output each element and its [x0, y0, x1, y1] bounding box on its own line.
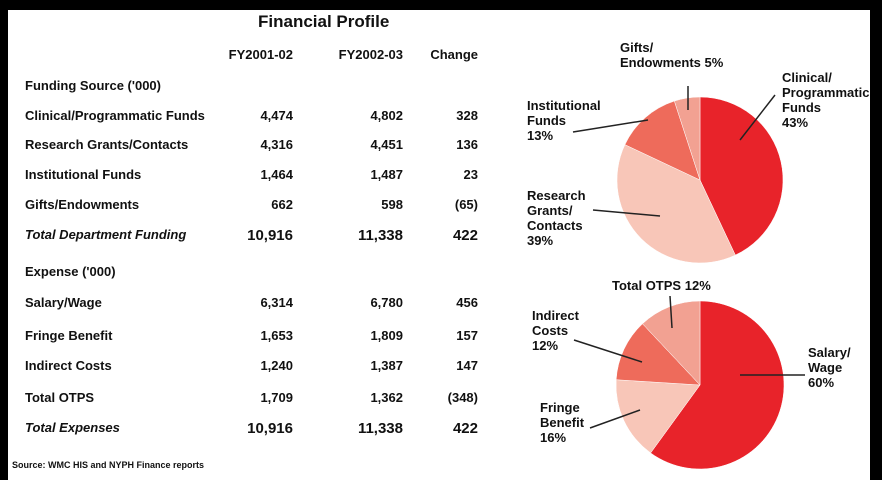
panel: Financial Profile FY2001-02 FY2002-03 Chang…: [8, 10, 870, 480]
cell: 6,780: [370, 295, 403, 310]
row-label: Indirect Costs: [25, 358, 112, 373]
cell: (348): [447, 390, 478, 405]
pie-slice: [615, 323, 701, 386]
slice-percent: 60%: [808, 375, 835, 390]
slice-name: Gifts/ Endowments: [620, 40, 701, 70]
cell: 4,316: [260, 137, 293, 152]
cell: 4,451: [370, 137, 403, 152]
pie-charts: [572, 86, 805, 470]
slice-name: Fringe Benefit: [540, 400, 585, 430]
slice-name: Clinical/ Programmatic Funds: [782, 70, 870, 115]
cell: 1,362: [370, 390, 403, 405]
row-label: Fringe Benefit: [25, 328, 113, 343]
pie-slice: [650, 300, 785, 470]
pie-slice: [642, 300, 701, 386]
slice-percent: 12%: [532, 338, 559, 353]
cell: 328: [456, 108, 478, 123]
row-label: Salary/Wage: [25, 295, 102, 310]
cell: 10,916: [247, 420, 293, 437]
leader-line: [572, 119, 649, 133]
row-label: Total OTPS: [25, 390, 95, 405]
slice-percent: 13%: [527, 128, 554, 143]
row-label: Gifts/Endowments: [25, 197, 140, 212]
cell: 6,314: [260, 295, 293, 310]
pie-slice: [674, 96, 701, 181]
row-label: Institutional Funds: [25, 167, 142, 182]
cell: 422: [452, 227, 478, 244]
cell: 1,653: [260, 328, 293, 343]
title: Financial Profile: [258, 12, 390, 31]
cell: (65): [454, 197, 478, 212]
cell: 4,802: [370, 108, 403, 123]
cell: 157: [456, 328, 478, 343]
section-heading: Expense ('000): [25, 264, 116, 279]
slice-name: Total OTPS: [612, 278, 682, 293]
slice-percent: 5%: [704, 55, 724, 70]
cell: 1,709: [260, 390, 293, 405]
cell: 1,240: [260, 358, 293, 373]
pie-label: Fringe Benefit 16%: [540, 400, 584, 445]
row-label: Research Grants/Contacts: [25, 137, 189, 152]
cell: 10,916: [247, 227, 293, 244]
cell: 23: [463, 167, 478, 182]
cell: 136: [456, 137, 478, 152]
slice-name: Research Grants/ Contacts: [527, 188, 586, 233]
pie-label: Salary/ Wage 60%: [808, 345, 851, 390]
slice-percent: 16%: [540, 430, 567, 445]
pie-slice: [699, 96, 784, 256]
cell: 662: [271, 197, 293, 212]
pie-label: Gifts/ Endowments 5%: [620, 40, 723, 70]
slice-percent: 43%: [782, 115, 809, 130]
leader-lines: [572, 86, 805, 429]
slice-name: Salary/ Wage: [808, 345, 851, 375]
column-header: Change: [430, 47, 478, 62]
pie-slice: [616, 144, 736, 264]
cell: 1,809: [370, 328, 403, 343]
column-header: FY2001-02: [228, 47, 293, 62]
leader-line: [589, 409, 641, 429]
cell: 1,464: [260, 167, 293, 182]
pie-label: Clinical/ Programmatic Funds 43%: [782, 70, 869, 130]
cell: 1,387: [370, 358, 403, 373]
cell: 1,487: [370, 167, 403, 182]
cell: 598: [381, 197, 403, 212]
cell: 11,338: [357, 420, 403, 437]
pie-slice: [615, 379, 701, 454]
leader-line: [573, 339, 643, 363]
pie-label: Institutional Funds 13%: [527, 98, 601, 143]
cell: 4,474: [260, 108, 293, 123]
cell: 456: [456, 295, 478, 310]
source: Source: WMC HIS and NYPH Finance reports: [12, 460, 205, 470]
cell: 11,338: [357, 227, 403, 244]
slice-percent: 39%: [527, 233, 554, 248]
column-header: FY2002-03: [338, 47, 403, 62]
slice-name: Indirect Costs: [532, 308, 579, 338]
leader-line: [592, 209, 661, 217]
leader-line: [739, 94, 776, 141]
row-label: Total Expenses: [25, 420, 120, 435]
cell: 147: [456, 358, 478, 373]
pie-label: Total OTPS 12%: [612, 278, 711, 293]
row-label: Total Department Funding: [25, 227, 187, 242]
slice-percent: 12%: [684, 278, 711, 293]
row-label: Clinical/Programmatic Funds: [25, 108, 205, 123]
pie-label: Indirect Costs 12%: [532, 308, 579, 353]
pie-label: Research Grants/ Contacts 39%: [527, 188, 586, 248]
leader-line: [669, 295, 673, 329]
cell: 422: [452, 420, 478, 437]
slice-name: Institutional Funds: [527, 98, 601, 128]
section-heading: Funding Source ('000): [25, 78, 161, 93]
